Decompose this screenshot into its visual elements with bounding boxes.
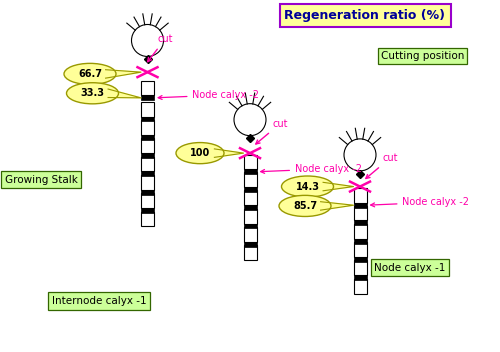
Ellipse shape (279, 195, 331, 216)
FancyBboxPatch shape (244, 172, 256, 187)
FancyBboxPatch shape (354, 239, 366, 244)
FancyBboxPatch shape (141, 138, 154, 153)
FancyBboxPatch shape (244, 227, 256, 242)
FancyBboxPatch shape (141, 95, 154, 100)
FancyBboxPatch shape (141, 120, 154, 135)
FancyBboxPatch shape (244, 242, 256, 247)
Text: Regeneration ratio (%): Regeneration ratio (%) (284, 9, 446, 22)
FancyBboxPatch shape (141, 171, 154, 176)
FancyBboxPatch shape (244, 169, 256, 174)
Ellipse shape (344, 139, 376, 171)
FancyBboxPatch shape (141, 102, 154, 117)
Text: 85.7: 85.7 (293, 201, 317, 211)
Text: Cutting position: Cutting position (381, 51, 464, 61)
Text: Node calyx -2: Node calyx -2 (370, 197, 470, 207)
FancyBboxPatch shape (141, 117, 154, 121)
Ellipse shape (176, 143, 224, 164)
Polygon shape (214, 149, 244, 157)
FancyBboxPatch shape (141, 208, 154, 213)
FancyBboxPatch shape (244, 224, 256, 228)
FancyBboxPatch shape (354, 188, 366, 203)
Text: cut: cut (148, 34, 173, 62)
Polygon shape (320, 202, 354, 210)
Polygon shape (108, 89, 141, 98)
Text: Node calyx -1: Node calyx -1 (374, 263, 446, 272)
Text: cut: cut (366, 153, 398, 178)
FancyBboxPatch shape (141, 135, 154, 140)
FancyBboxPatch shape (244, 187, 256, 192)
FancyBboxPatch shape (244, 205, 256, 210)
FancyBboxPatch shape (354, 206, 366, 220)
FancyBboxPatch shape (141, 153, 154, 158)
FancyBboxPatch shape (354, 242, 366, 257)
Ellipse shape (132, 25, 164, 56)
FancyBboxPatch shape (244, 190, 256, 205)
FancyBboxPatch shape (141, 190, 154, 195)
FancyBboxPatch shape (354, 275, 366, 280)
Ellipse shape (64, 63, 116, 84)
Text: Growing Stalk: Growing Stalk (4, 175, 78, 184)
FancyBboxPatch shape (354, 203, 366, 208)
Text: 14.3: 14.3 (296, 182, 320, 191)
FancyBboxPatch shape (244, 209, 256, 224)
FancyBboxPatch shape (141, 81, 154, 95)
FancyBboxPatch shape (354, 220, 366, 225)
FancyBboxPatch shape (141, 157, 154, 171)
Text: Node calyx -2: Node calyx -2 (260, 164, 362, 174)
Text: Internode calyx -1: Internode calyx -1 (52, 296, 146, 306)
Ellipse shape (282, 176, 334, 197)
FancyBboxPatch shape (244, 155, 256, 169)
FancyBboxPatch shape (141, 212, 154, 226)
Text: 33.3: 33.3 (80, 88, 104, 98)
Polygon shape (323, 182, 354, 191)
FancyBboxPatch shape (354, 224, 366, 239)
Text: Node calyx -2: Node calyx -2 (158, 90, 260, 100)
Polygon shape (106, 70, 141, 78)
FancyBboxPatch shape (354, 257, 366, 262)
FancyBboxPatch shape (244, 245, 256, 260)
Ellipse shape (234, 104, 266, 136)
Ellipse shape (66, 83, 118, 104)
FancyBboxPatch shape (141, 175, 154, 190)
FancyBboxPatch shape (141, 193, 154, 208)
Text: 100: 100 (190, 148, 210, 158)
FancyBboxPatch shape (354, 279, 366, 294)
FancyBboxPatch shape (354, 260, 366, 275)
Text: cut: cut (256, 119, 288, 144)
Text: 66.7: 66.7 (78, 69, 102, 79)
